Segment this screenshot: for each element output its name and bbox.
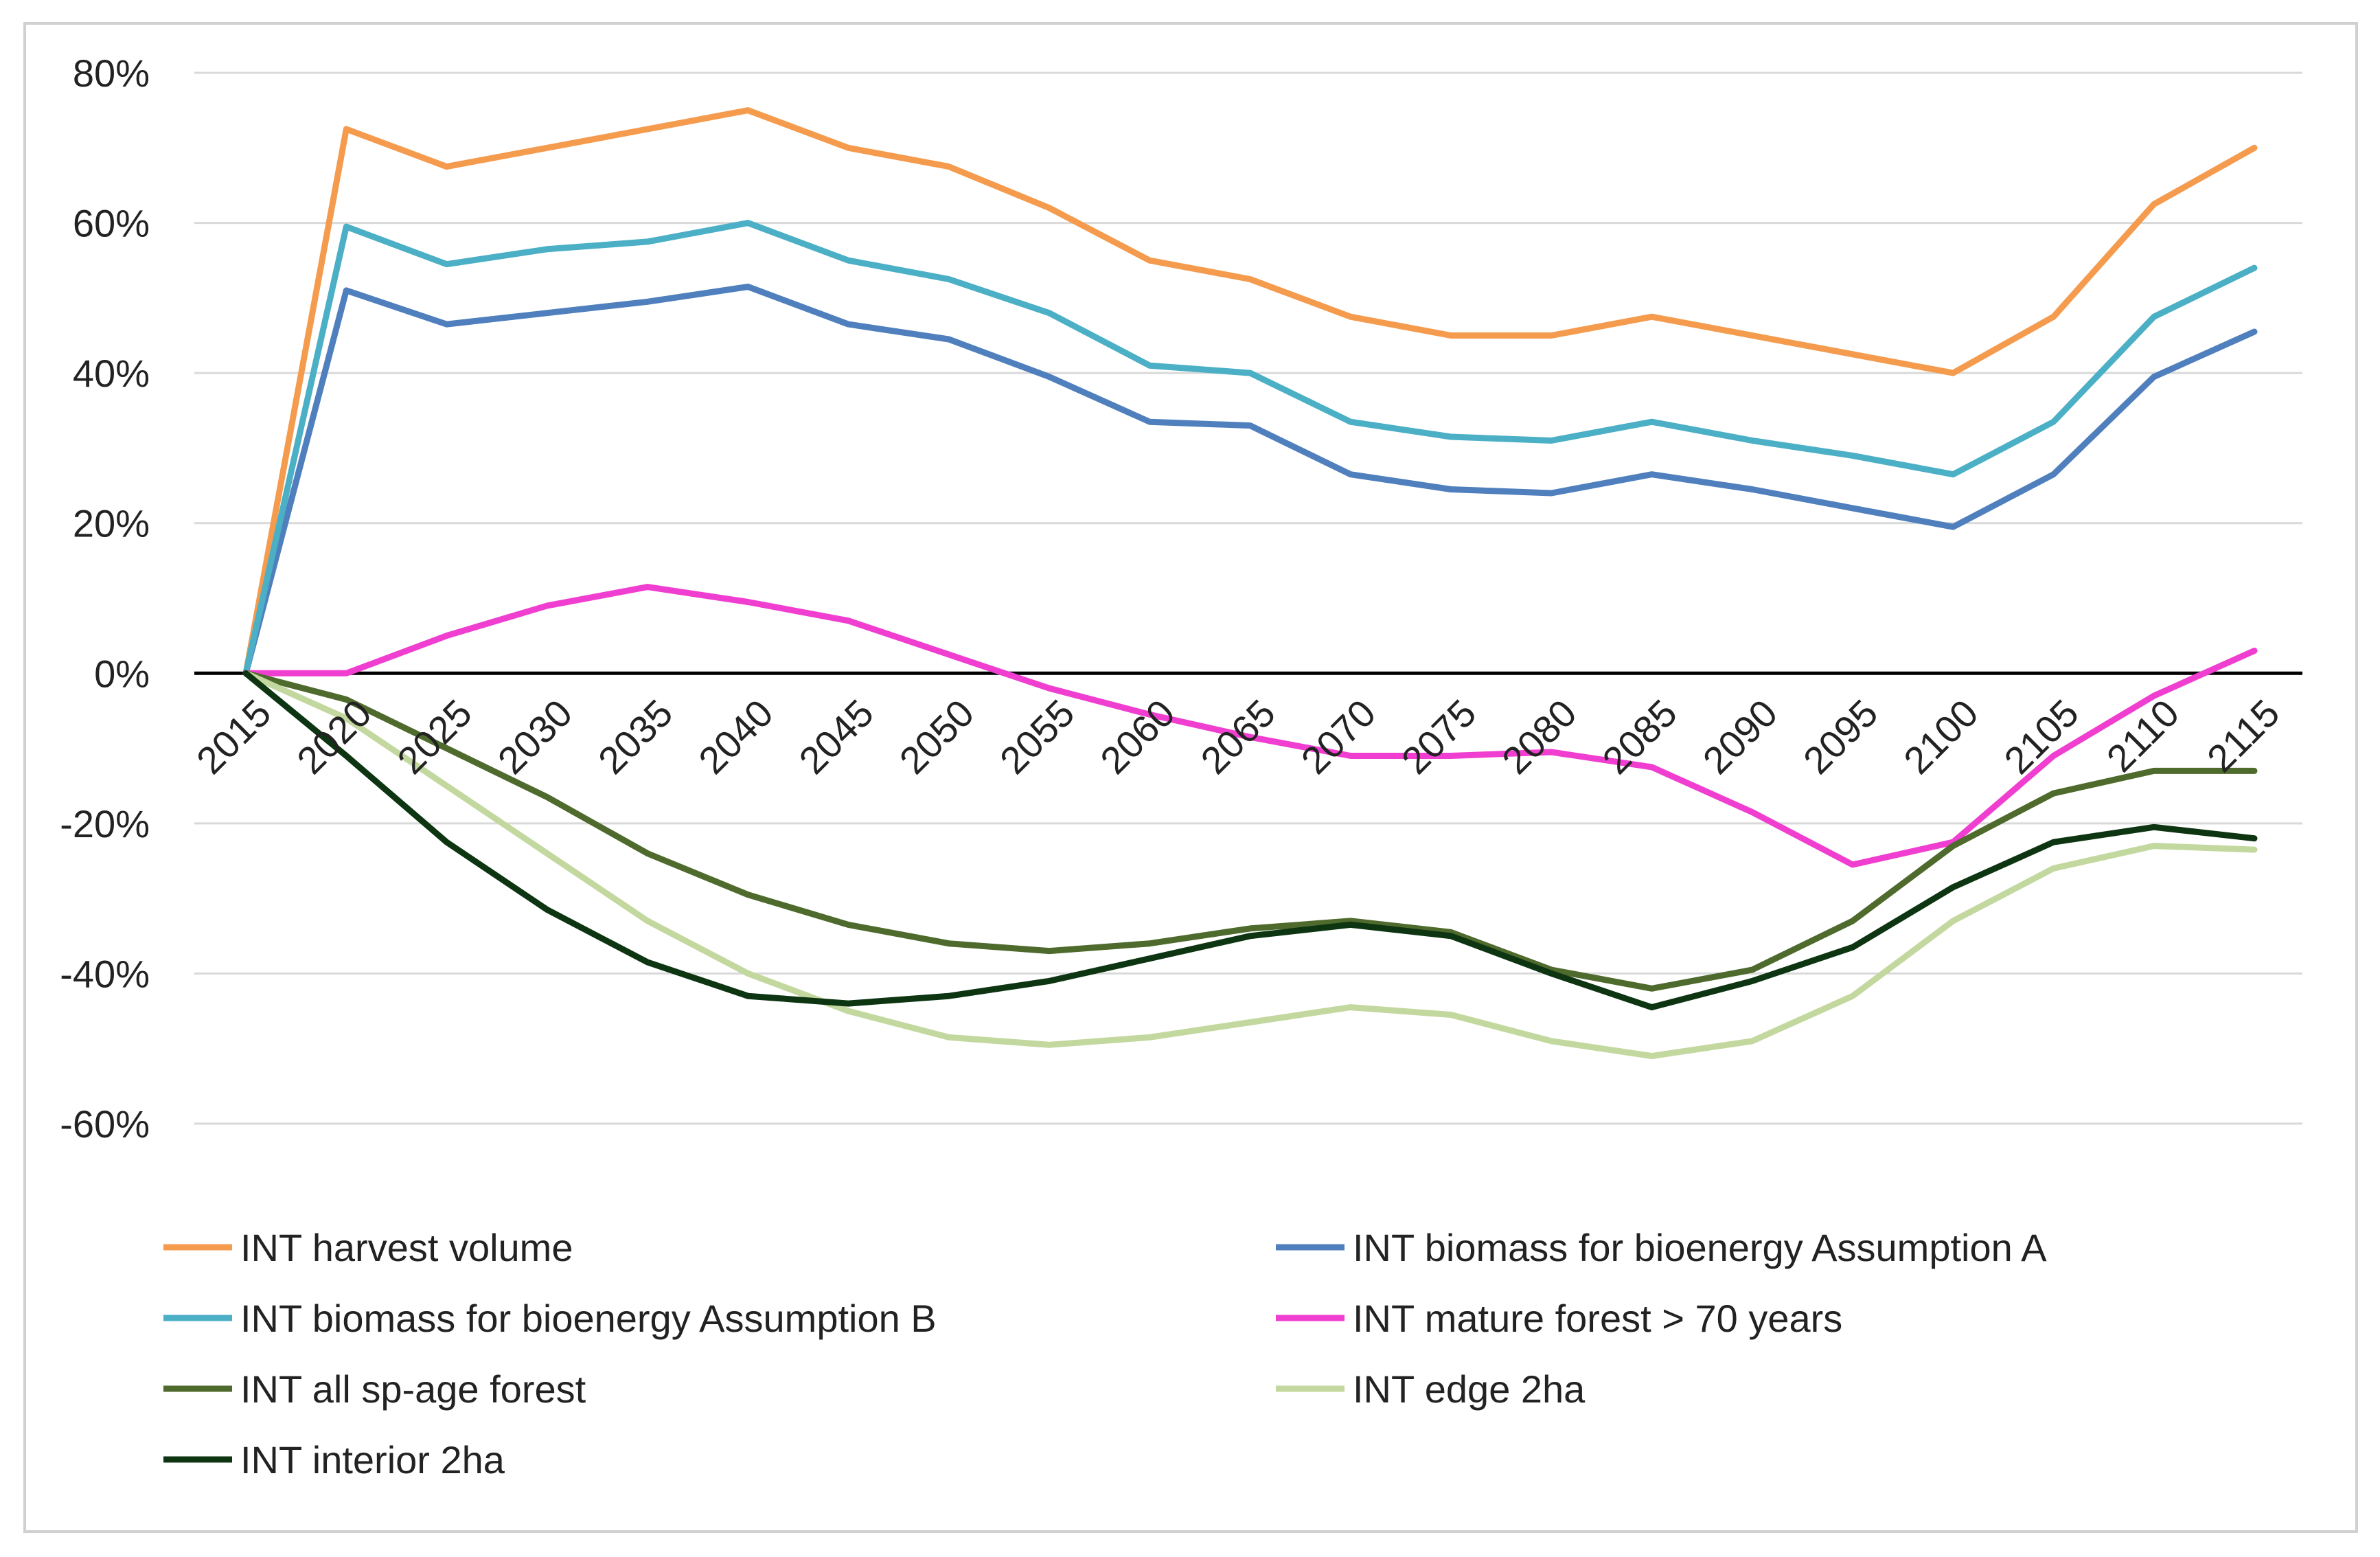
y-tick-label: 60%	[73, 202, 150, 245]
x-axis-ticks: 2015 2020 2025 2030 2035 2040 2045 2050 2055 2060…	[188, 691, 2288, 782]
y-tick-label: -20%	[60, 802, 150, 845]
legend-label: INT interior 2ha	[240, 1438, 505, 1481]
legend-label: INT edge 2ha	[1353, 1367, 1586, 1411]
y-tick-label: -40%	[60, 952, 150, 995]
x-tick-label: 2085	[1594, 691, 1685, 782]
x-tick-label: 2070	[1293, 691, 1384, 782]
y-tick-label: 40%	[73, 352, 150, 395]
x-tick-label: 2100	[1895, 691, 1987, 782]
x-tick-label: 2110	[2098, 691, 2188, 780]
series-line-5	[242, 670, 2258, 992]
legend-label: INT harvest volume	[240, 1226, 573, 1269]
x-tick-label: 2045	[790, 691, 882, 782]
x-tick-label: 2090	[1695, 691, 1786, 782]
x-tick-label: 2025	[389, 691, 480, 782]
x-tick-label: 2065	[1192, 691, 1283, 782]
x-tick-label: 2050	[891, 691, 983, 782]
legend: INT harvest volume INT biomass for bioene…	[163, 1226, 2047, 1481]
gridlines	[194, 71, 2302, 1125]
series-line-2	[242, 284, 2258, 677]
y-tick-label: 0%	[94, 652, 150, 695]
x-tick-label: 2095	[1795, 691, 1886, 782]
x-tick-label: 2035	[590, 691, 681, 782]
series-line-7	[242, 670, 2258, 1011]
chart-frame: 80% 60% 40% 20% 0% -20% -40% -60% 2015 2020 2025 2…	[23, 22, 2358, 1533]
legend-label: INT all sp-age forest	[240, 1367, 586, 1411]
x-tick-label: 2015	[188, 691, 279, 782]
legend-label: INT biomass for bioenergy Assumption B	[240, 1297, 937, 1340]
legend-label: INT mature forest > 70 years	[1353, 1297, 1842, 1340]
x-tick-label: 2020	[288, 691, 380, 782]
y-tick-label: -60%	[60, 1102, 150, 1146]
series-lines	[242, 107, 2258, 1060]
series-line-4	[242, 584, 2258, 868]
x-tick-label: 2115	[2199, 691, 2288, 780]
x-tick-label: 2075	[1393, 691, 1485, 782]
y-tick-label: 80%	[73, 52, 150, 95]
legend-label: INT biomass for bioenergy Assumption A	[1353, 1226, 2047, 1269]
series-line-1	[242, 107, 2258, 677]
series-line-6	[242, 670, 2258, 1060]
line-chart: 80%60%40%20%0%-20%-40%-60% 2015 2020 2025 2…	[60, 52, 2302, 1481]
x-tick-label: 2080	[1494, 691, 1585, 782]
series-line-3	[242, 220, 2258, 677]
x-tick-label: 2040	[690, 691, 781, 782]
y-tick-label: 20%	[73, 502, 150, 545]
x-tick-label: 2030	[490, 691, 581, 782]
y-axis-ticks: 80% 60% 40% 20% 0% -20% -40% -60%	[60, 52, 150, 1146]
x-tick-label: 2055	[992, 691, 1083, 782]
